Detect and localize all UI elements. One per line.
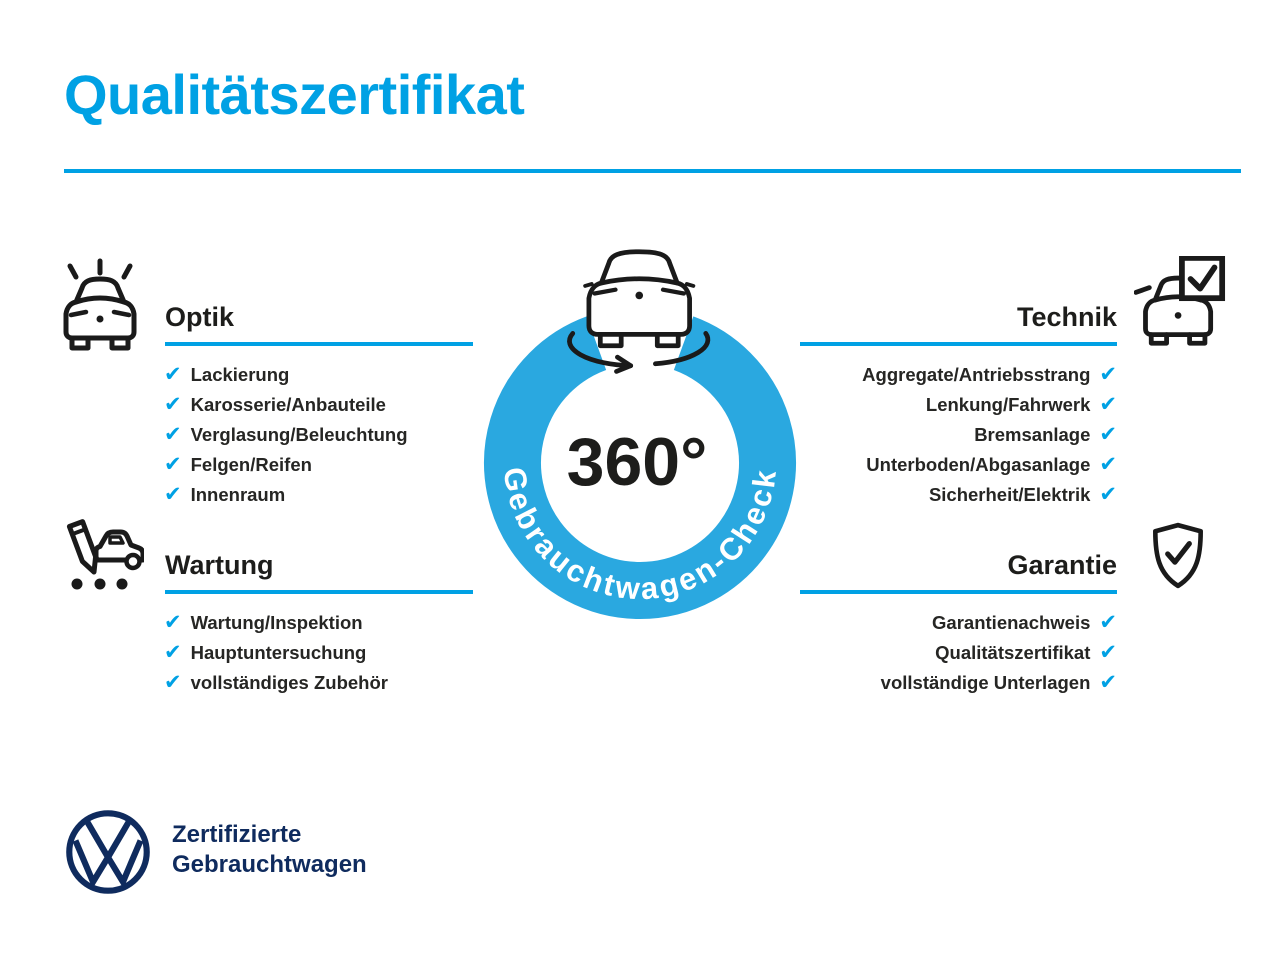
garantie-check-list: ✔ Garantienachweis ✔ Qualitätszertifikat ✔ vo… <box>881 608 1117 698</box>
check-icon: ✔ <box>164 452 182 476</box>
check-item: ✔ Felgen/Reifen <box>164 450 408 480</box>
page-title: Qualitätszertifikat <box>64 63 525 126</box>
section-heading-technik: Technik <box>1016 302 1117 332</box>
check-icon: ✔ <box>164 362 182 386</box>
check-item-label: Wartung/Inspektion <box>190 612 363 633</box>
check-item: ✔ Unterboden/Abgasanlage <box>866 450 1117 480</box>
car-rotation-icon <box>567 249 711 374</box>
check-item: ✔ Hauptuntersuchung <box>164 638 388 668</box>
check-icon: ✔ <box>1099 452 1117 476</box>
check-item-label: Sicherheit/Elektrik <box>928 484 1091 505</box>
check-item-label: Verglasung/Beleuchtung <box>190 424 408 445</box>
check-icon: ✔ <box>164 392 182 416</box>
check-item: ✔ Garantienachweis <box>932 608 1117 638</box>
check-item: ✔ vollständiges Zubehör <box>164 668 388 698</box>
wartung-check-list: ✔ Wartung/Inspektion ✔ Hauptuntersuchung ✔ vo… <box>164 608 388 698</box>
ring-arc <box>484 316 796 619</box>
check-icon: ✔ <box>164 482 182 506</box>
section-heading-garantie: Garantie <box>1007 550 1117 580</box>
technik-check-list: ✔ Aggregate/Antriebsstrang ✔ Lenkung/Fahrwe… <box>862 360 1117 510</box>
check-item: ✔ Aggregate/Antriebsstrang <box>862 360 1117 390</box>
check-item: ✔ Karosserie/Anbauteile <box>164 390 408 420</box>
check-item: ✔ Bremsanlage <box>974 420 1117 450</box>
check-item: ✔ vollständige Unterlagen <box>881 668 1117 698</box>
car-checkbox-icon <box>1134 256 1226 348</box>
check-item-label: Aggregate/Antriebsstrang <box>862 364 1091 385</box>
check-icon: ✔ <box>164 610 182 634</box>
check-icon: ✔ <box>1099 610 1117 634</box>
check-icon: ✔ <box>1099 482 1117 506</box>
section-divider-garantie <box>800 590 1117 594</box>
check-item-label: Unterboden/Abgasanlage <box>866 454 1091 475</box>
check-item-label: Lackierung <box>190 364 290 385</box>
optik-check-list: ✔ Lackierung ✔ Karosserie/Anbauteile ✔ Vergla… <box>164 360 408 510</box>
check-item: ✔ Wartung/Inspektion <box>164 608 388 638</box>
check-item: ✔ Verglasung/Beleuchtung <box>164 420 408 450</box>
degree-label: 360° <box>567 424 708 500</box>
brand-claim-line1: Zertifizierte <box>172 821 302 848</box>
car-shine-icon <box>56 258 144 356</box>
check-item-label: Felgen/Reifen <box>190 454 312 475</box>
vw-logo <box>64 808 152 896</box>
title-divider <box>64 169 1241 173</box>
check-icon: ✔ <box>164 670 182 694</box>
check-icon: ✔ <box>1099 392 1117 416</box>
check-item: ✔ Qualitätszertifikat <box>935 638 1117 668</box>
check-item: ✔ Lenkung/Fahrwerk <box>926 390 1117 420</box>
check-icon: ✔ <box>164 422 182 446</box>
check-item-label: Innenraum <box>190 484 286 505</box>
section-divider-optik <box>165 342 473 346</box>
check-item: ✔ Sicherheit/Elektrik <box>929 480 1117 510</box>
section-heading-optik: Optik <box>165 302 235 332</box>
check-item-label: Lenkung/Fahrwerk <box>925 394 1091 415</box>
check-item-label: Karosserie/Anbauteile <box>190 394 386 415</box>
check-item: ✔ Innenraum <box>164 480 408 510</box>
section-divider-wartung <box>165 590 473 594</box>
check-item-label: Garantienachweis <box>932 612 1091 633</box>
shield-check-icon <box>1148 522 1208 590</box>
section-divider-technik <box>800 342 1117 346</box>
check-item: ✔ Lackierung <box>164 360 408 390</box>
check-icon: ✔ <box>1099 640 1117 664</box>
brand-claim-line2: Gebrauchtwagen <box>172 851 367 878</box>
check-item-label: Hauptuntersuchung <box>190 642 367 663</box>
service-checklist-icon <box>56 514 144 602</box>
check-icon: ✔ <box>1099 670 1117 694</box>
check-item-label: vollständiges Zubehör <box>190 672 388 693</box>
check-item-label: Qualitätszertifikat <box>935 642 1091 663</box>
check-icon: ✔ <box>1099 422 1117 446</box>
section-heading-wartung: Wartung <box>165 550 274 580</box>
check-item-label: vollständige Unterlagen <box>880 672 1091 693</box>
brand-claim: Zertifizierte Gebrauchtwagen <box>172 820 367 880</box>
360-check-badge: 360° Gebrauchtwagen-Check <box>455 228 825 652</box>
check-item-label: Bremsanlage <box>974 424 1091 445</box>
check-icon: ✔ <box>164 640 182 664</box>
check-icon: ✔ <box>1099 362 1117 386</box>
